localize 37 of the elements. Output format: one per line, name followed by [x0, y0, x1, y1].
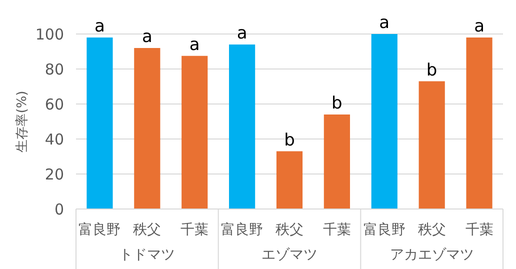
- data-label: a: [189, 34, 200, 55]
- data-label: b: [426, 60, 438, 80]
- x-tick-label: 富良野: [221, 222, 264, 238]
- data-label: b: [284, 130, 295, 150]
- x-tick-label: 千葉: [180, 222, 209, 238]
- x-tick-label: 秩父: [418, 222, 446, 238]
- y-tick-label: 100: [35, 26, 64, 44]
- bar: [466, 38, 492, 209]
- x-tick-label: 秩父: [133, 222, 162, 238]
- text: エゾマツ: [262, 247, 318, 263]
- x-tick-label: 富良野: [78, 222, 121, 238]
- y-tick-label: 40: [44, 130, 64, 148]
- bar: [182, 56, 208, 209]
- text: アカエゾマツ: [390, 247, 474, 263]
- bar: [229, 44, 256, 209]
- y-tick-label: 0: [54, 200, 64, 218]
- data-label: a: [236, 24, 248, 44]
- bar: [134, 48, 160, 209]
- bar: [418, 81, 445, 209]
- data-label: b: [332, 94, 342, 114]
- data-label: a: [142, 27, 152, 47]
- bar: [324, 114, 350, 209]
- data-label: a: [474, 16, 484, 36]
- text: トドマツ: [119, 247, 176, 263]
- y-tick-label: 60: [44, 96, 64, 114]
- x-tick-label: 千葉: [322, 222, 351, 238]
- y-tick-label: 20: [44, 166, 64, 184]
- bar: [276, 151, 303, 209]
- data-label: a: [379, 13, 390, 33]
- bar: [371, 34, 398, 209]
- x-tick-label: 秩父: [276, 222, 304, 238]
- data-label: a: [94, 16, 105, 36]
- y-axis-title: 生存率(%): [14, 90, 30, 152]
- x-tick-label: 富良野: [363, 222, 406, 238]
- y-tick-label: 80: [44, 60, 64, 78]
- x-tick-label: 千葉: [465, 222, 494, 238]
- bar: [86, 38, 113, 209]
